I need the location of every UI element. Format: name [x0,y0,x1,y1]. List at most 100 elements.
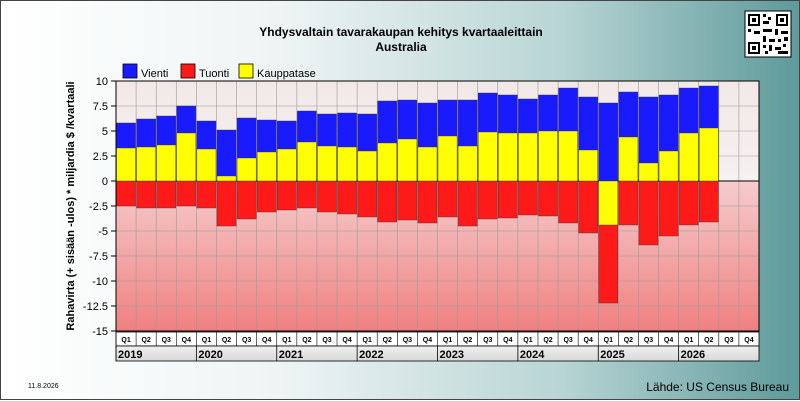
bars-group [116,85,719,304]
bar-kauppatase-18 [477,131,498,182]
bar-tuonti-29 [699,180,719,223]
bar-tuonti-20 [518,180,538,216]
bar-tuonti-14 [397,180,418,221]
qr-code-icon [744,10,792,58]
x-tick-label: Q2 [543,337,552,344]
bar-kauppatase-27 [658,150,679,182]
bar-kauppatase-12 [357,150,377,182]
bar-kauppatase-9 [297,141,317,182]
x-tick-label: Q4 [262,337,271,344]
bar-tuonti-28 [678,180,699,226]
x-tick-label: Q3 [403,337,412,344]
bar-kauppatase-1 [136,146,156,182]
legend: Vienti Tuonti Kauppatase [122,63,316,80]
year-label: 2022 [359,349,383,361]
x-tick-label: Q1 [202,337,211,344]
bar-tuonti-27 [658,180,679,237]
y-tick-label: 10 [96,76,108,88]
x-tick-label: Q2 [704,337,713,344]
bar-tuonti-9 [297,180,317,209]
bar-tuonti-10 [317,180,337,213]
bar-tuonti-4 [196,180,217,209]
x-tick-label: Q3 [724,337,733,344]
y-tick-label: -10 [92,276,108,288]
bar-kauppatase-6 [236,157,257,182]
bar-kauppatase-8 [277,148,297,182]
bar-tuonti-8 [277,180,297,211]
x-tick-label: Q3 [162,337,171,344]
bar-kauppatase-16 [437,135,458,182]
x-tick-label: Q3 [322,337,331,344]
bar-tuonti-11 [337,180,357,215]
year-label: 2021 [279,349,303,361]
legend-swatch-tuonti [180,63,196,79]
bar-kauppatase-10 [317,145,337,182]
legend-label-vienti: Vienti [141,68,168,80]
bar-kauppatase-17 [457,145,478,182]
bar-tuonti-17 [457,180,478,227]
x-tick-label: Q4 [182,337,191,344]
footer-date: 11.8.2026 [28,383,59,390]
bar-tuonti-13 [377,180,398,223]
bar-tuonti-2 [156,180,176,209]
x-tick-label: Q1 [684,337,693,344]
bar-tuonti-3 [176,180,197,207]
x-tick-label: Q4 [584,337,593,344]
x-tick-label: Q2 [463,337,472,344]
y-tick-label: 2.5 [93,151,108,163]
x-tick-label: Q1 [282,337,291,344]
year-label: 2026 [681,349,705,361]
x-tick-label: Q4 [503,337,512,344]
bar-vienti-5 [216,129,237,182]
bar-kauppatase-5 [216,175,237,182]
x-tick-label: Q2 [383,337,392,344]
bar-kauppatase-15 [417,146,438,182]
x-tick-label: Q3 [483,337,492,344]
bar-kauppatase-3 [176,132,197,182]
x-tick-label: Q2 [302,337,311,344]
y-axis-label: Rahavirta (+ sisään -ulos) * miljardia $… [65,81,77,330]
y-tick-label: -15 [92,326,108,338]
bar-tuonti-1 [136,180,156,209]
chart-title: Yhdysvaltain tavarakaupan kehitys kvarta… [259,25,542,39]
x-tick-label: Q4 [342,337,351,344]
legend-swatch-vienti [122,63,138,79]
bar-kauppatase-2 [156,144,176,182]
x-tick-label: Q2 [141,337,150,344]
bar-tuonti-0 [116,180,136,207]
x-tick-label: Q3 [242,337,251,344]
legend-label-kauppatase: Kauppatase [257,68,316,80]
bar-kauppatase-0 [116,147,136,182]
bar-tuonti-21 [538,180,558,217]
bar-kauppatase-19 [498,132,518,182]
bar-tuonti-5 [216,180,237,227]
bar-kauppatase-14 [397,138,418,182]
bar-tuonti-6 [236,180,257,220]
x-tick-label: Q1 [604,337,613,344]
x-tick-label: Q1 [523,337,532,344]
year-label: 2020 [198,349,222,361]
x-tick-label: Q4 [744,337,753,344]
x-tick-label: Q4 [423,337,432,344]
y-tick-label: -2.5 [89,201,108,213]
bar-kauppatase-11 [337,146,357,182]
bar-kauppatase-25 [618,136,639,182]
bar-kauppatase-28 [678,132,699,182]
x-axis: Q1 Q2 Q3 Q4 Q1 Q2 Q3 Q4 Q1 Q2 Q3 Q4 Q1 Q2 Q3 Q4 Q1 Q2 Q3 Q4… [115,331,760,362]
bar-kauppatase-13 [377,142,398,182]
bar-kauppatase-26 [638,162,659,182]
x-tick-label: Q1 [363,337,372,344]
bar-tuonti-12 [357,180,377,218]
year-label: 2024 [520,349,545,361]
plot-border [115,80,760,332]
bar-tuonti-15 [417,180,438,224]
bar-tuonti-18 [477,180,498,220]
bar-tuonti-22 [558,180,578,224]
y-tick-label: -7.5 [89,251,108,263]
x-tick-label: Q3 [563,337,572,344]
x-tick-label: Q4 [664,337,673,344]
legend-label-tuonti: Tuonti [199,68,229,80]
y-tick-label: 7.5 [93,101,108,113]
